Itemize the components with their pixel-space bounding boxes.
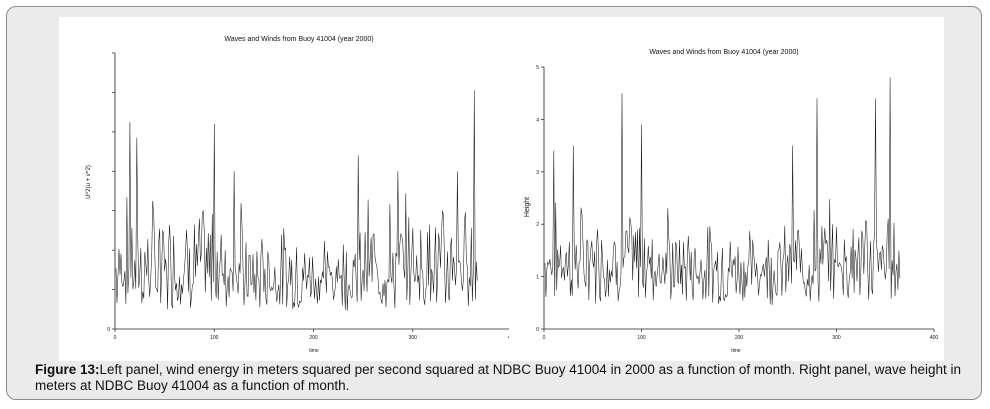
caption-text: Left panel, wind energy in meters square… [35, 362, 962, 393]
wind-energy-chart: Waves and Winds from Buoy 41004 (year 20… [86, 36, 509, 354]
y-tick-label: 1 [536, 275, 539, 281]
x-tick-label: 300 [832, 335, 841, 341]
x-tick-label: 400 [930, 335, 939, 341]
figure-image: Waves and Winds from Buoy 41004 (year 20… [59, 17, 944, 361]
x-axis-label: time [731, 348, 741, 354]
y-tick-label: 3 [536, 170, 539, 176]
x-tick-label: 0 [114, 335, 117, 341]
chart-title: Waves and Winds from Buoy 41004 (year 20… [224, 36, 373, 43]
x-axis-label: time [309, 348, 319, 354]
y-tick-label: 0 [107, 327, 110, 333]
x-tick-label: 200 [309, 335, 318, 341]
y-tick-label: 5 [536, 65, 539, 71]
wave-height-chart: Waves and Winds from Buoy 41004 (year 20… [524, 49, 939, 354]
x-tick-label: 400 [508, 335, 509, 341]
y-tick-label: 0 [536, 327, 539, 333]
data-series-line [544, 77, 901, 306]
x-tick-label: 200 [735, 335, 744, 341]
caption-label: Figure 13: [35, 362, 100, 377]
x-tick-label: 100 [210, 335, 219, 341]
y-tick-label: 2 [536, 222, 539, 228]
figure-container: Waves and Winds from Buoy 41004 (year 20… [6, 6, 982, 400]
y-tick-label: 4 [536, 117, 539, 123]
x-tick-label: 100 [637, 335, 646, 341]
y-axis-label: U^2(u + v^2) [86, 165, 92, 199]
x-tick-label: 300 [409, 335, 418, 341]
chart-title: Waves and Winds from Buoy 41004 (year 20… [649, 49, 798, 56]
figure-caption: Figure 13:Left panel, wind energy in met… [35, 362, 975, 394]
data-series-line [115, 90, 478, 312]
x-tick-label: 0 [543, 335, 546, 341]
y-axis-label: Height [524, 197, 531, 217]
